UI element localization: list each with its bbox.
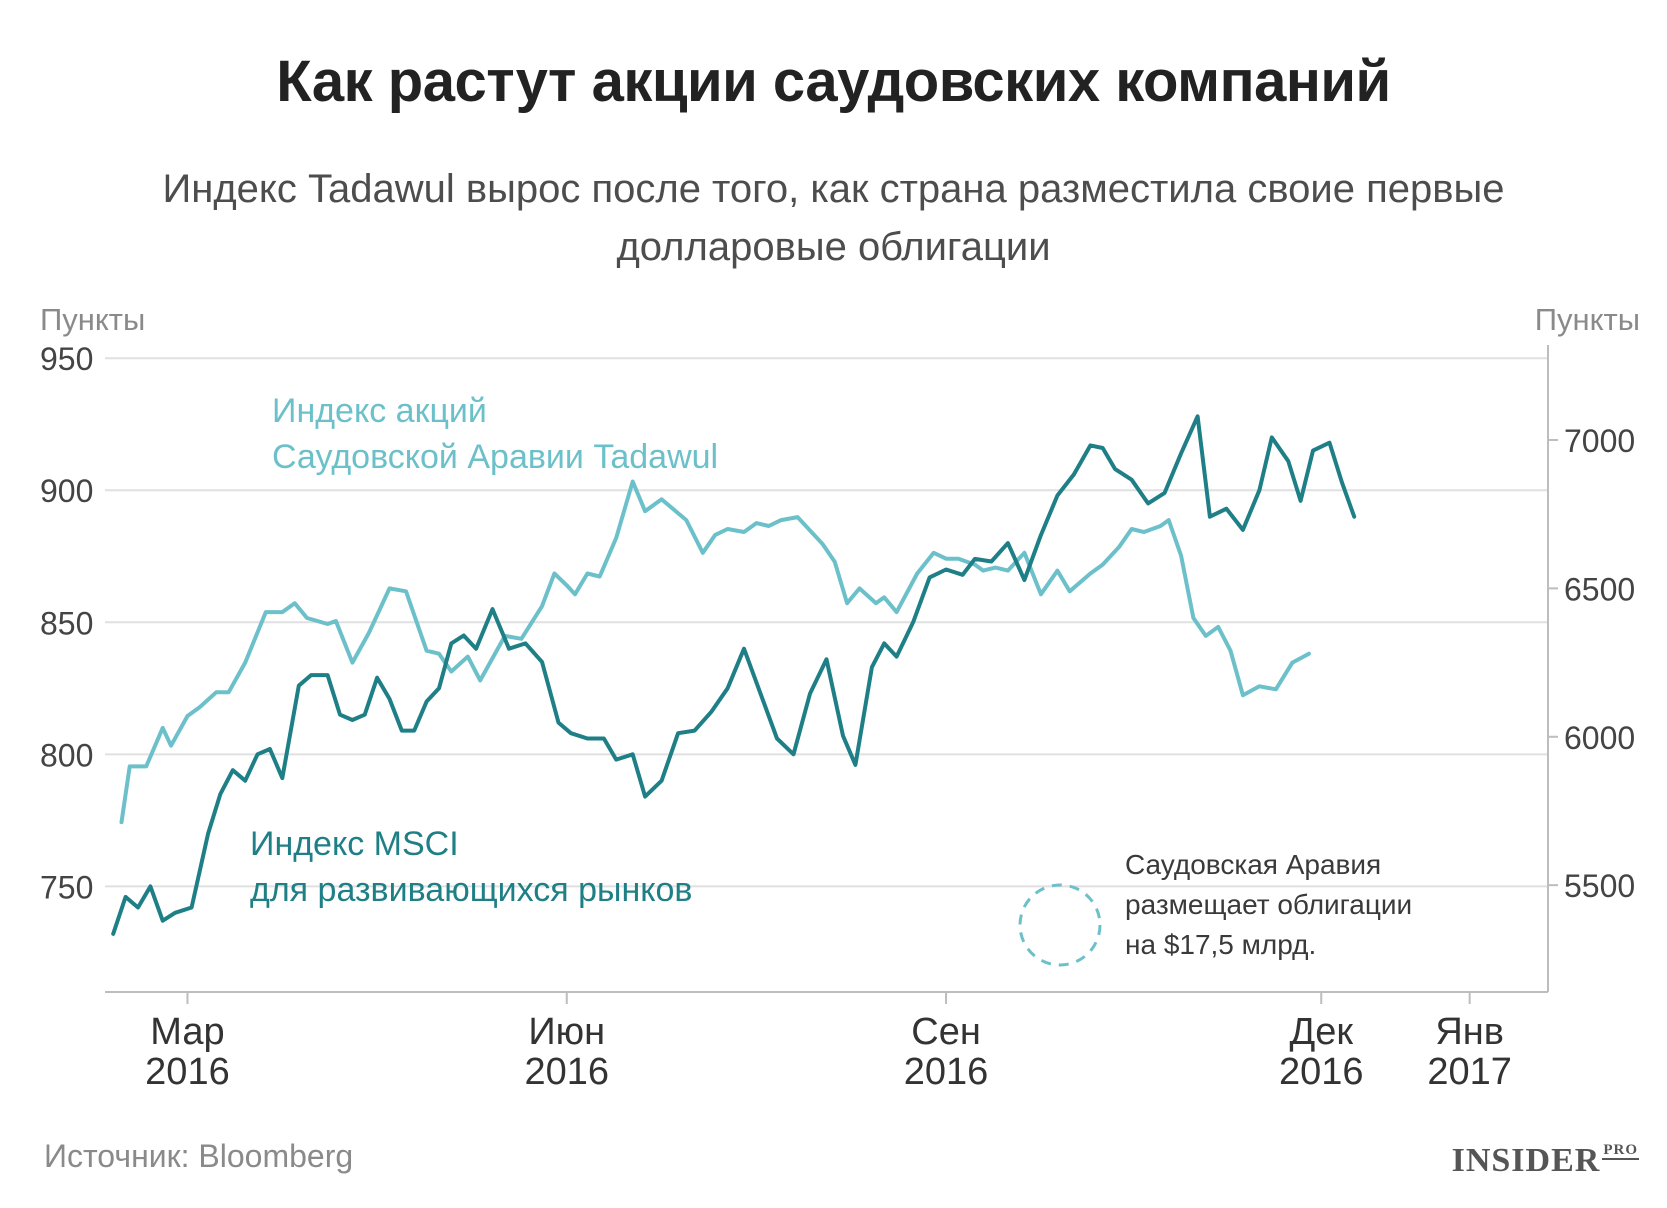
annotation: Саудовская Аравия размещает облигации на $…	[1018, 849, 1412, 967]
left-axis: 750 800 850 900 950	[40, 341, 93, 905]
x-tick-month: Дек	[1289, 1011, 1353, 1053]
annotation-text: размещает облигации	[1125, 889, 1412, 920]
logo-text: INSIDER	[1451, 1142, 1601, 1179]
right-tick-label: 7000	[1564, 423, 1635, 459]
left-tick-label: 750	[40, 869, 93, 905]
series-label: Индекс акций	[272, 392, 487, 430]
x-tick-year: 2016	[1279, 1051, 1364, 1093]
publisher-logo: INSIDER PRO	[1452, 1142, 1639, 1180]
x-tick-month: Мар	[150, 1011, 224, 1053]
left-tick-label: 950	[40, 341, 93, 377]
x-tick-month: Янв	[1435, 1011, 1504, 1053]
left-tick-label: 800	[40, 737, 93, 773]
series-label: Саудовской Аравии Tadawul	[272, 438, 718, 476]
tadawul-series-line	[119, 479, 1311, 825]
chart-title: Как растут акции саудовских компаний	[276, 49, 1391, 114]
annotation-text: на $17,5 млрд.	[1125, 929, 1316, 960]
right-tick-label: 6000	[1564, 720, 1635, 756]
annotation-text: Саудовская Аравия	[1125, 849, 1381, 880]
left-axis-title: Пункты	[40, 302, 145, 337]
x-tick-month: Сен	[911, 1011, 981, 1053]
gridlines	[105, 357, 1548, 888]
series-lines	[111, 414, 1357, 936]
x-tick-year: 2016	[145, 1051, 230, 1093]
left-tick-label: 900	[40, 473, 93, 509]
source-note: Источник: Bloomberg	[44, 1138, 354, 1174]
logo-suffix: PRO	[1602, 1142, 1639, 1160]
x-tick-year: 2016	[904, 1051, 989, 1093]
series-label: Индекс MSCI	[250, 825, 459, 863]
series-labels: Индекс акций Саудовской Аравии Tadawul Инд…	[250, 392, 718, 909]
x-tick-month: Июн	[528, 1011, 605, 1053]
right-axis-title: Пункты	[1535, 302, 1640, 337]
annotation-circle	[1018, 883, 1102, 967]
left-tick-label: 850	[40, 605, 93, 641]
msci-series-line	[111, 414, 1357, 936]
x-tick-year: 2017	[1427, 1051, 1512, 1093]
x-tick-year: 2016	[524, 1051, 609, 1093]
right-tick-label: 5500	[1564, 868, 1635, 904]
right-axis: 5500 6000 6500 7000	[1547, 345, 1635, 992]
series-label: для развивающихся рынков	[250, 871, 693, 909]
chart-subtitle: Индекс Tadawul вырос после того, как стр…	[162, 167, 1505, 269]
right-tick-label: 6500	[1564, 571, 1635, 607]
line-chart: Пункты Пункты 750 800 850 900 950 5500 6000 65…	[40, 302, 1640, 1093]
